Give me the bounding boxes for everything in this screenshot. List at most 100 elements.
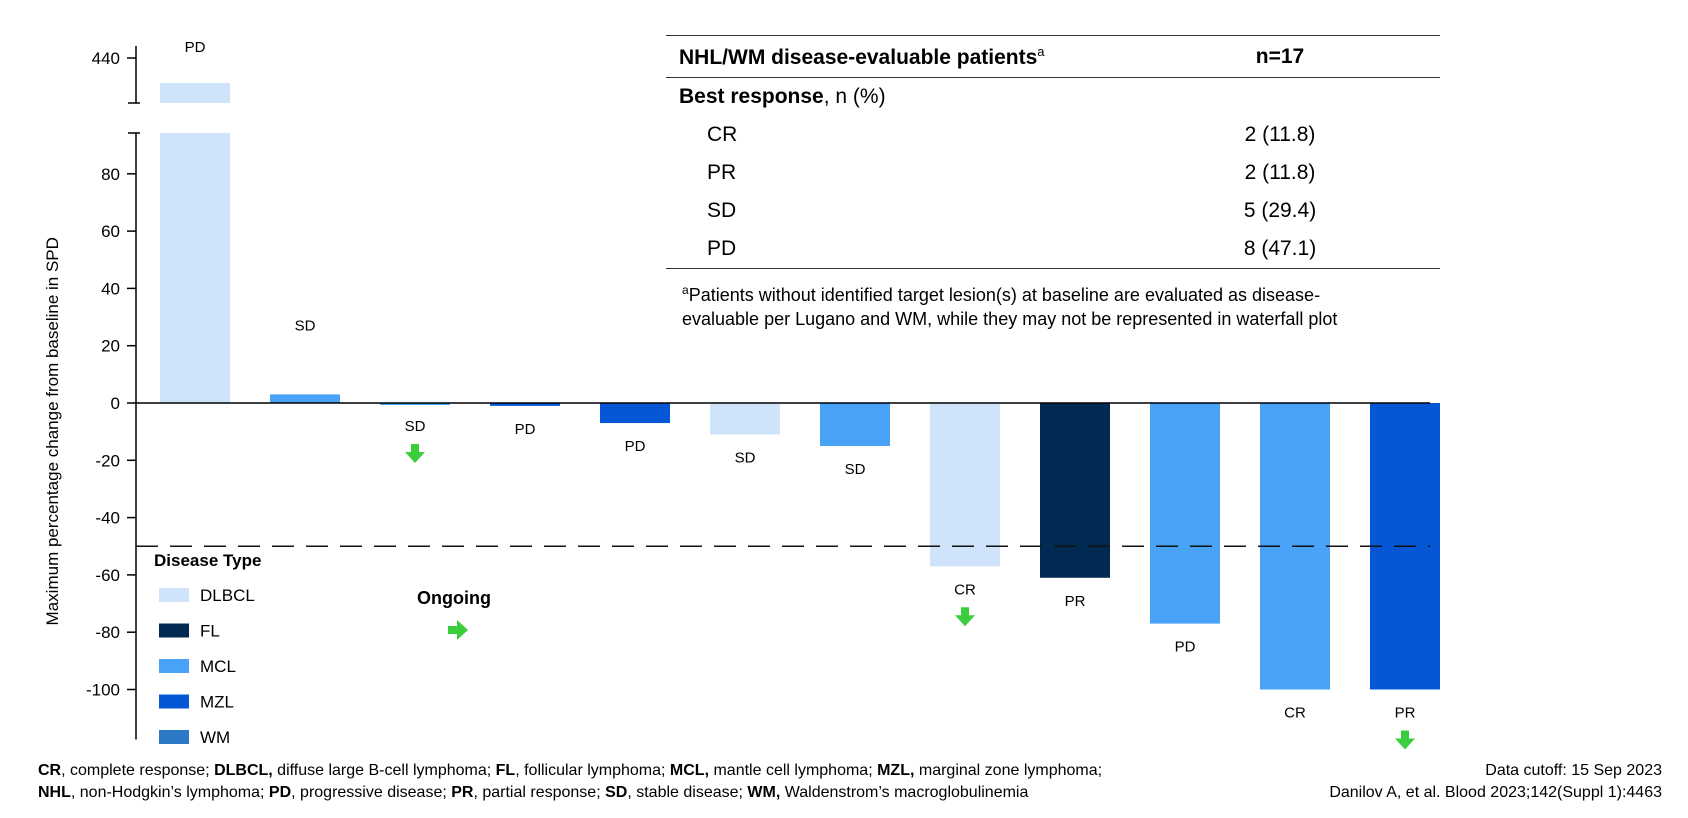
legend-label: DLBCL — [200, 586, 255, 605]
table-row-value: 8 (47.1) — [1243, 237, 1317, 260]
y-tick-label: -60 — [95, 566, 120, 585]
legend-swatch — [159, 730, 189, 744]
bar-response-label: PD — [625, 438, 646, 455]
table-header-row: NHL/WM disease-evaluable patientsa n=17 — [666, 36, 1440, 77]
abbr-definition: , partial response; — [473, 784, 606, 801]
legend-label: FL — [200, 622, 220, 641]
bar — [1150, 403, 1220, 624]
table-section-label: Best response, n (%) — [666, 78, 1440, 116]
table-section-rest: , n (%) — [823, 85, 886, 108]
citation: Danilov A, et al. Blood 2023;142(Suppl 1… — [1329, 784, 1662, 801]
table-header-rule — [666, 77, 1440, 78]
abbr-term: NHL — [38, 784, 71, 801]
abbr-definition: , progressive disease; — [291, 784, 452, 801]
abbr-term: CR — [38, 762, 62, 779]
bar — [600, 403, 670, 424]
bar — [490, 403, 560, 406]
bar-response-label: CR — [954, 581, 976, 598]
abbr-definition: diffuse large B-cell lymphoma; — [272, 762, 496, 779]
bar-response-label: SD — [295, 317, 316, 334]
abbr-term: SD — [605, 784, 628, 801]
legend-swatch — [159, 659, 189, 673]
footnote-line-2: evaluable per Lugano and WM, while they … — [682, 309, 1338, 329]
y-tick-label: 0 — [111, 394, 120, 413]
table-row: CR 2 (11.8) — [666, 116, 1440, 154]
table-row: PD 8 (47.1) — [666, 230, 1440, 268]
table-top-rule — [666, 35, 1440, 36]
abbr-definition: , complete response; — [61, 762, 215, 779]
bar-response-label: CR — [1284, 705, 1306, 722]
table-row-value: 2 (11.8) — [1244, 161, 1316, 184]
y-tick-label: 440 — [92, 49, 120, 68]
legend-title: Disease Type — [154, 551, 261, 570]
abbr-definition: marginal zone lymphoma; — [914, 762, 1103, 779]
bar — [820, 403, 890, 446]
footnote-line-1: Patients without identified target lesio… — [688, 285, 1321, 305]
ongoing-arrow-icon — [955, 607, 975, 627]
bar-response-label: SD — [845, 461, 866, 478]
bar-response-label: PD — [185, 39, 206, 56]
abbreviations-line-1: CR, complete response; DLBCL, diffuse la… — [38, 760, 1238, 782]
table-header-label: NHL/WM disease-evaluable patientsa — [679, 43, 1045, 69]
bar-response-label: SD — [735, 450, 756, 467]
bar — [270, 394, 340, 403]
table-row-label: PR — [707, 161, 737, 184]
abbr-term: MZL, — [877, 762, 915, 779]
table-header-sup: a — [1037, 43, 1045, 59]
bar — [380, 403, 450, 405]
y-tick-label: -20 — [95, 451, 120, 470]
legend-swatch — [159, 694, 189, 709]
bar — [1040, 403, 1110, 578]
abbr-term: FL — [495, 762, 516, 779]
abbreviations-line-2: NHL, non-Hodgkin’s lymphoma; PD, progres… — [38, 782, 1238, 804]
bar-response-label: PR — [1065, 593, 1086, 610]
table-row-value: 5 (29.4) — [1243, 199, 1317, 222]
y-tick-label: 80 — [101, 165, 120, 184]
data-cutoff-citation: Data cutoff: 15 Sep 2023 Danilov A, et a… — [1329, 760, 1662, 804]
best-response-table: NHL/WM disease-evaluable patientsa n=17 … — [666, 35, 1440, 269]
bar — [160, 133, 230, 403]
legend-label: MCL — [200, 657, 236, 676]
abbr-term: MCL, — [669, 762, 710, 779]
abbr-term: PR — [451, 784, 474, 801]
abbr-definition: mantle cell lymphoma; — [709, 762, 878, 779]
ongoing-arrow-icon — [405, 444, 425, 463]
bar-response-label: SD — [405, 418, 426, 435]
table-bottom-rule — [666, 268, 1440, 269]
abbr-term: DLBCL, — [214, 762, 273, 779]
bar-cap — [160, 83, 230, 103]
abbr-definition: , follicular lymphoma; — [515, 762, 670, 779]
footnote-sup: a — [682, 283, 689, 297]
table-section-bold: Best response — [679, 85, 824, 108]
legend-swatch — [159, 588, 189, 602]
abbr-definition: , non-Hodgkin’s lymphoma; — [70, 784, 269, 801]
table-footnote: aPatients without identified target lesi… — [682, 278, 1442, 331]
table-row-label: PD — [707, 237, 737, 260]
bar — [710, 403, 780, 435]
y-tick-label: 60 — [101, 222, 120, 241]
ongoing-key-arrow-icon — [448, 620, 468, 640]
data-cutoff: Data cutoff: 15 Sep 2023 — [1485, 762, 1662, 779]
bar-response-label: PD — [515, 421, 536, 438]
table-row-label: SD — [707, 199, 737, 222]
ongoing-arrow-icon — [1395, 730, 1415, 750]
table-row-label: CR — [707, 123, 738, 146]
ongoing-label: Ongoing — [417, 588, 491, 608]
y-tick-label: 40 — [101, 279, 120, 298]
legend-swatch — [159, 623, 189, 638]
abbreviations: CR, complete response; DLBCL, diffuse la… — [38, 760, 1238, 804]
table-header-n: n=17 — [1255, 44, 1305, 68]
abbr-definition: , stable disease; — [627, 784, 748, 801]
y-tick-label: -80 — [95, 623, 120, 642]
y-tick-label: -40 — [95, 509, 120, 528]
table-row: SD 5 (29.4) — [666, 192, 1440, 230]
y-tick-label: -100 — [86, 681, 120, 700]
abbr-term: WM, — [747, 784, 781, 801]
bar-response-label: PR — [1395, 705, 1416, 722]
bar-response-label: PD — [1175, 639, 1196, 656]
legend-label: WM — [200, 728, 230, 747]
table-row-value: 2 (11.8) — [1244, 123, 1316, 146]
bar — [930, 403, 1000, 567]
y-tick-label: 20 — [101, 337, 120, 356]
table-row: PR 2 (11.8) — [666, 154, 1440, 192]
